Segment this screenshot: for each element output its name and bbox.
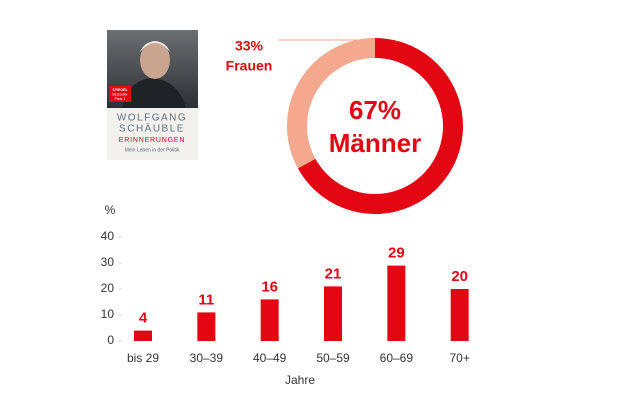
bar [450, 289, 469, 341]
book-author: WOLFGANG [117, 113, 187, 124]
y-tick-label: 10 [101, 307, 115, 321]
x-tick-label: 70+ [449, 351, 469, 365]
center-category-label: Männer [329, 128, 421, 158]
photo-face [140, 41, 170, 79]
outer-category-label: Frauen [226, 58, 273, 74]
badge [109, 86, 131, 102]
bar [134, 330, 152, 341]
data-label: 21 [325, 265, 342, 282]
data-label: 11 [198, 291, 214, 308]
data-label: 20 [451, 268, 468, 285]
outer-value-label: 33% [235, 38, 264, 54]
y-tick-label: 30 [101, 255, 115, 269]
x-axis-label: Jahre [285, 373, 315, 387]
x-tick-label: 60–69 [380, 351, 414, 365]
x-tick-label: 40–49 [253, 351, 287, 365]
badge-text: Bestseller [112, 92, 128, 96]
data-label: 29 [388, 245, 405, 262]
y-axis-label: % [105, 203, 116, 217]
book-subtitle: Mein Leben in der Politik [125, 147, 180, 153]
book-cover: SPIEGEL Bestseller Platz 1 WOLFGANG SCHÄ… [107, 30, 198, 160]
photo-suit [122, 78, 186, 108]
donut-segment [297, 38, 463, 214]
book-title: ERINNERUNGEN [119, 137, 185, 144]
center-value-label: 67% [349, 95, 401, 125]
badge-text: Platz 1 [115, 97, 126, 101]
photo-hair [140, 41, 170, 52]
bar [197, 312, 216, 341]
x-tick-label: bis 29 [127, 351, 159, 365]
bar [324, 286, 342, 341]
y-tick-label: 40 [101, 229, 115, 243]
data-label: 4 [139, 310, 148, 327]
data-label: 16 [261, 278, 278, 295]
badge-text: SPIEGEL [112, 88, 128, 92]
x-tick-label: 30–39 [190, 351, 224, 365]
book-author: SCHÄUBLE [119, 123, 185, 135]
donut-segment [287, 38, 376, 169]
y-tick-label: 20 [101, 281, 115, 295]
y-tick-label: 0 [107, 333, 114, 347]
bar [387, 265, 406, 341]
x-tick-label: 50–59 [316, 351, 350, 365]
bar [260, 299, 279, 341]
